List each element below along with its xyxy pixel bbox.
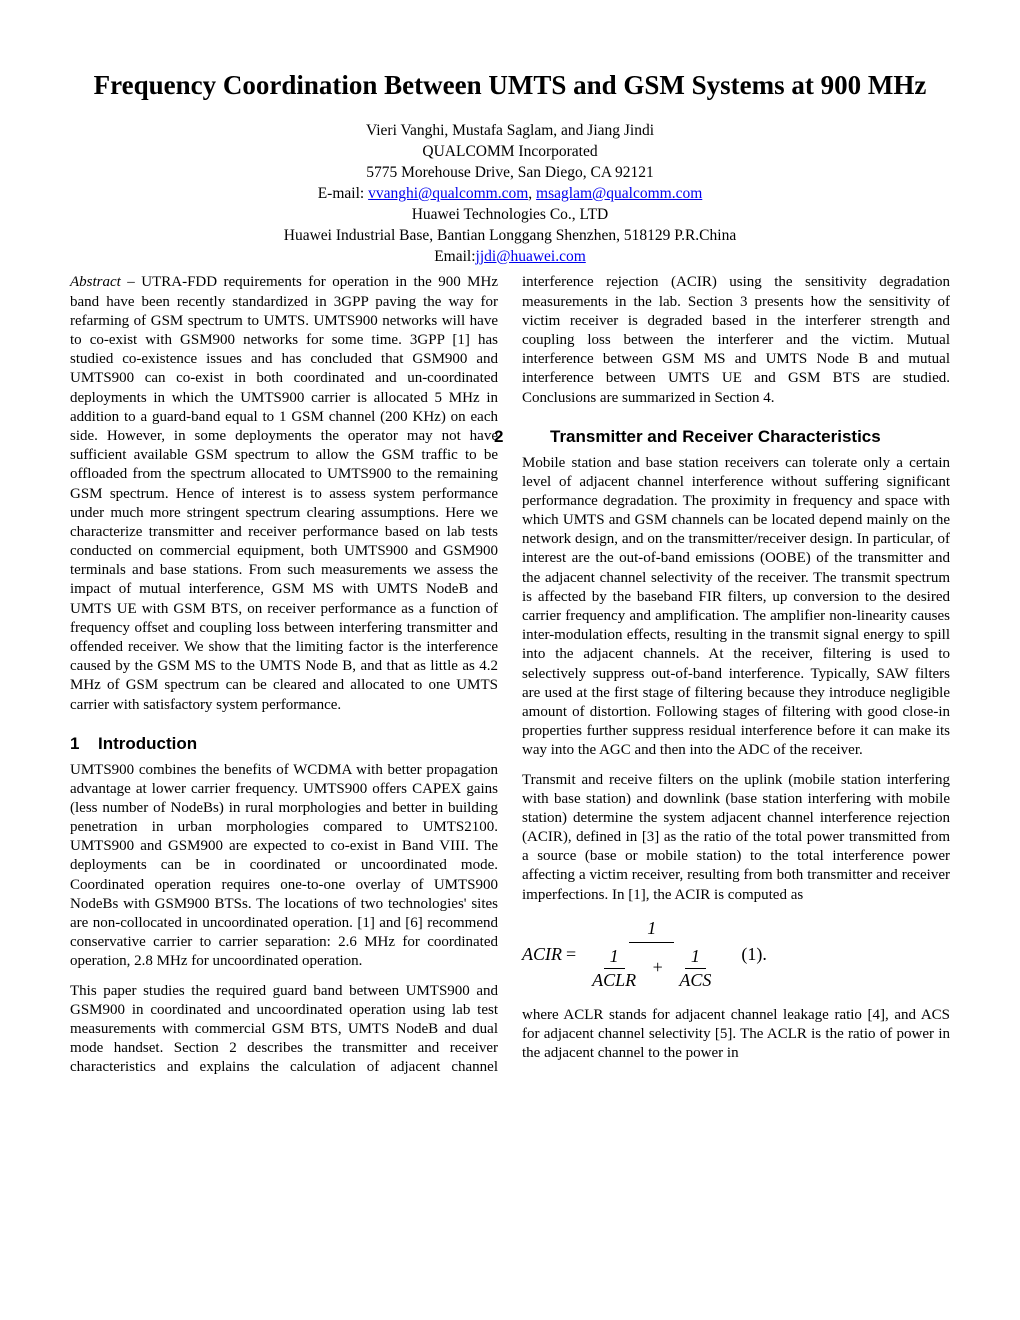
eq-subfrac-2: 1 ACS [673, 945, 717, 992]
section-2-paragraph-2: Transmit and receive filters on the upli… [522, 771, 950, 905]
abstract-text: UTRA-FDD requirements for operation in t… [70, 274, 498, 712]
email-line-1: E-mail: vvanghi@qualcomm.com, msaglam@qu… [70, 184, 950, 205]
section-1-number: 1 [70, 733, 98, 755]
section-1-title: Introduction [98, 734, 197, 753]
abstract-dash: – [121, 274, 141, 290]
eq-sub2-bot: ACS [673, 969, 717, 992]
address-2: Huawei Industrial Base, Bantian Longgang… [70, 226, 950, 247]
paper-title: Frequency Coordination Between UMTS and … [70, 70, 950, 101]
eq-equals: = [566, 943, 576, 966]
section-2-heading: 2Transmitter and Receiver Characteristic… [522, 426, 950, 448]
eq-sub1-bot: ACLR [586, 969, 642, 992]
section-2-title: Transmitter and Receiver Characteristics [550, 427, 881, 446]
email-prefix-2: Email: [434, 248, 475, 265]
section-2-paragraph-1: Mobile station and base station receiver… [522, 454, 950, 761]
eq-denominator: 1 ACLR + 1 ACS [586, 943, 717, 992]
section-2-paragraph-3: where ACLR stands for adjacent channel l… [522, 1006, 950, 1064]
eq-lhs: ACIR [522, 943, 562, 966]
address-1: 5775 Morehouse Drive, San Diego, CA 9212… [70, 163, 950, 184]
eq-numerator: 1 [629, 917, 674, 943]
email-line-2: Email:jjdi@huawei.com [70, 247, 950, 268]
email-prefix-1: E-mail: [318, 185, 368, 202]
eq-plus: + [647, 957, 669, 977]
affiliation-2: Huawei Technologies Co., LTD [70, 205, 950, 226]
affiliation-1: QUALCOMM Incorporated [70, 142, 950, 163]
section-1-heading: 1Introduction [70, 733, 498, 755]
eq-sub1-top: 1 [604, 945, 625, 969]
authors: Vieri Vanghi, Mustafa Saglam, and Jiang … [70, 121, 950, 142]
equation-1: ACIR = 1 1 ACLR + 1 ACS (1). [522, 917, 950, 992]
section-2-number: 2 [522, 426, 550, 448]
author-block: Vieri Vanghi, Mustafa Saglam, and Jiang … [70, 121, 950, 267]
email-link-2[interactable]: jjdi@huawei.com [476, 248, 586, 265]
email-sep: , [528, 185, 536, 202]
eq-number: (1). [741, 943, 767, 966]
body-columns: Abstract – UTRA-FDD requirements for ope… [70, 273, 950, 1077]
eq-subfrac-1: 1 ACLR [586, 945, 642, 992]
abstract-paragraph: Abstract – UTRA-FDD requirements for ope… [70, 273, 498, 714]
intro-paragraph-1: UMTS900 combines the benefits of WCDMA w… [70, 761, 498, 972]
email-link-1b[interactable]: msaglam@qualcomm.com [536, 185, 702, 202]
eq-main-fraction: 1 1 ACLR + 1 ACS [586, 917, 717, 992]
email-link-1a[interactable]: vvanghi@qualcomm.com [368, 185, 528, 202]
abstract-label: Abstract [70, 274, 121, 290]
eq-sub2-top: 1 [685, 945, 706, 969]
